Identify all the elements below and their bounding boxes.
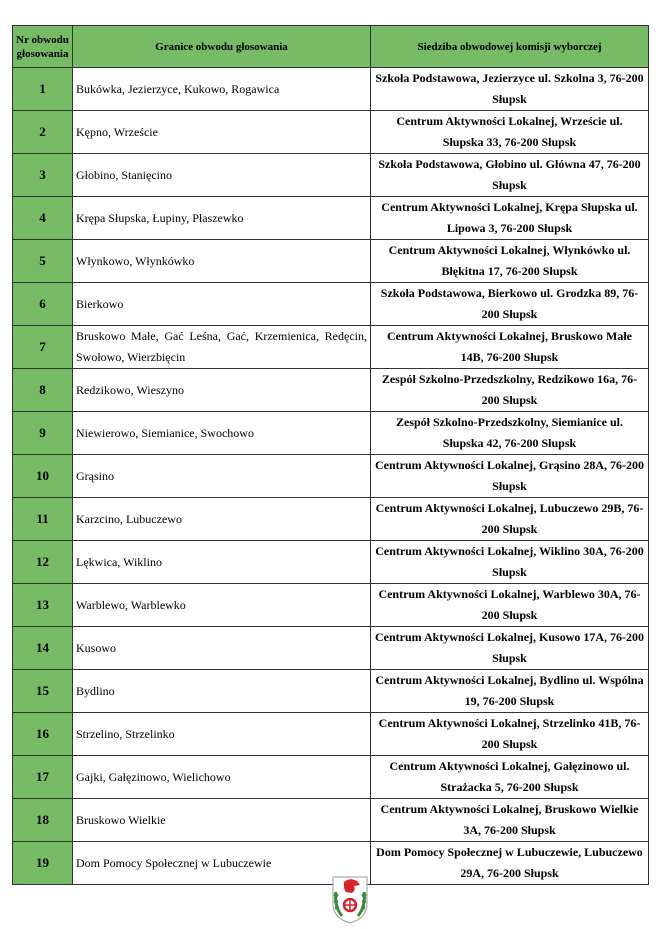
commission-seat: Centrum Aktywności Lokalnej, Kusowo 17A,… [370,626,649,670]
district-boundaries: Bierkowo [72,282,371,326]
table-row: 12 Lękwica, Wiklino Centrum Aktywności Lok… [12,540,649,584]
header-nr: Nr obwodu głosowania [12,25,73,68]
commission-seat: Centrum Aktywności Lokalnej, Warblewo 30… [370,583,649,627]
district-number: 9 [12,411,73,455]
table-row: 8 Redzikowo, Wieszyno Zespół Szkolno-Przed… [12,368,649,412]
district-boundaries: Bydlino [72,669,371,713]
district-number: 8 [12,368,73,412]
table-row: 13 Warblewo, Warblewko Centrum Aktywności … [12,583,649,627]
district-boundaries: Bukówka, Jezierzyce, Kukowo, Rogawica [72,67,371,111]
commission-seat: Centrum Aktywności Lokalnej, Włynkówko u… [370,239,649,283]
table-row: 17 Gajki, Gałęzinowo, Wielichowo Centrum A… [12,755,649,799]
district-boundaries: Grąsino [72,454,371,498]
commission-seat: Centrum Aktywności Lokalnej, Wiklino 30A… [370,540,649,584]
table-row: 4 Krępa Słupska, Łupiny, Płaszewko Centrum… [12,196,649,240]
table-header: Nr obwodu głosowania Granice obwodu głos… [12,25,649,68]
table-row: 1 Bukówka, Jezierzyce, Kukowo, Rogawica Sz… [12,67,649,111]
commission-seat: Centrum Aktywności Lokalnej, Bruskowo Wi… [370,798,649,842]
district-boundaries: Włynkowo, Włynkówko [72,239,371,283]
table-row: 15 Bydlino Centrum Aktywności Lokalnej, By… [12,669,649,713]
district-number: 5 [12,239,73,283]
commission-seat: Dom Pomocy Społecznej w Lubuczewie, Lubu… [370,841,649,885]
district-boundaries: Bruskowo Wielkie [72,798,371,842]
district-number: 4 [12,196,73,240]
header-siedziba: Siedziba obwodowej komisji wyborczej [370,25,649,68]
district-number: 18 [12,798,73,842]
district-number: 17 [12,755,73,799]
commission-seat: Centrum Aktywności Lokalnej, Krępa Słups… [370,196,649,240]
table-row: 6 Bierkowo Szkoła Podstawowa, Bierkowo ul.… [12,282,649,326]
district-number: 11 [12,497,73,541]
table-row: 18 Bruskowo Wielkie Centrum Aktywności Lok… [12,798,649,842]
table-row: 11 Karzcino, Lubuczewo Centrum Aktywności … [12,497,649,541]
commission-seat: Centrum Aktywności Lokalnej, Gałęzinowo … [370,755,649,799]
commission-seat: Zespół Szkolno-Przedszkolny, Redzikowo 1… [370,368,649,412]
district-number: 2 [12,110,73,154]
table-row: 5 Włynkowo, Włynkówko Centrum Aktywności L… [12,239,649,283]
table-row: 16 Strzelino, Strzelinko Centrum Aktywnośc… [12,712,649,756]
commission-seat: Centrum Aktywności Lokalnej, Wrzeście ul… [370,110,649,154]
district-boundaries: Gajki, Gałęzinowo, Wielichowo [72,755,371,799]
table-row: 2 Kępno, Wrzeście Centrum Aktywności Lokal… [12,110,649,154]
district-boundaries: Karzcino, Lubuczewo [72,497,371,541]
district-number: 7 [12,325,73,369]
header-granice: Granice obwodu głosowania [72,25,371,68]
polling-districts-table: Nr obwodu głosowania Granice obwodu głos… [12,25,649,885]
district-boundaries: Kusowo [72,626,371,670]
district-number: 19 [12,841,73,885]
district-boundaries: Dom Pomocy Społecznej w Lubuczewie [72,841,371,885]
table-row: 19 Dom Pomocy Społecznej w Lubuczewie Dom … [12,841,649,885]
district-number: 14 [12,626,73,670]
district-number: 3 [12,153,73,197]
table-row: 10 Grąsino Centrum Aktywności Lokalnej, Gr… [12,454,649,498]
district-boundaries: Niewierowo, Siemianice, Swochowo [72,411,371,455]
table-row: 3 Głobino, Stanięcino Szkoła Podstawowa, G… [12,153,649,197]
district-boundaries: Strzelino, Strzelinko [72,712,371,756]
district-number: 6 [12,282,73,326]
commission-seat: Centrum Aktywności Lokalnej, Bydlino ul.… [370,669,649,713]
coat-of-arms-icon [330,874,370,924]
district-boundaries: Bruskowo Małe, Gać Leśna, Gać, Krzemieni… [72,325,371,369]
commission-seat: Zespół Szkolno-Przedszkolny, Siemianice … [370,411,649,455]
district-boundaries: Warblewo, Warblewko [72,583,371,627]
commission-seat: Centrum Aktywności Lokalnej, Grąsino 28A… [370,454,649,498]
table-row: 7 Bruskowo Małe, Gać Leśna, Gać, Krzemien… [12,325,649,369]
commission-seat: Szkoła Podstawowa, Bierkowo ul. Grodzka … [370,282,649,326]
commission-seat: Centrum Aktywności Lokalnej, Strzelinko … [370,712,649,756]
district-boundaries: Głobino, Stanięcino [72,153,371,197]
district-number: 13 [12,583,73,627]
district-number: 1 [12,67,73,111]
district-boundaries: Krępa Słupska, Łupiny, Płaszewko [72,196,371,240]
district-number: 12 [12,540,73,584]
district-number: 10 [12,454,73,498]
district-number: 15 [12,669,73,713]
district-boundaries: Kępno, Wrzeście [72,110,371,154]
commission-seat: Centrum Aktywności Lokalnej, Bruskowo Ma… [370,325,649,369]
commission-seat: Centrum Aktywności Lokalnej, Lubuczewo 2… [370,497,649,541]
table-row: 14 Kusowo Centrum Aktywności Lokalnej, Kus… [12,626,649,670]
district-number: 16 [12,712,73,756]
district-boundaries: Redzikowo, Wieszyno [72,368,371,412]
commission-seat: Szkoła Podstawowa, Głobino ul. Główna 47… [370,153,649,197]
commission-seat: Szkoła Podstawowa, Jezierzyce ul. Szkoln… [370,67,649,111]
table-row: 9 Niewierowo, Siemianice, Swochowo Zespół … [12,411,649,455]
district-boundaries: Lękwica, Wiklino [72,540,371,584]
